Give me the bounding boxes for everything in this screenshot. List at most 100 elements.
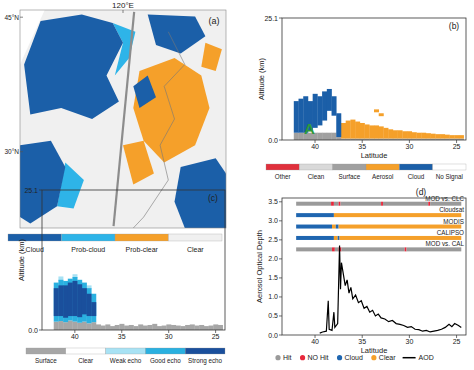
x-tick-label: 25 — [212, 333, 220, 340]
feature-cell — [322, 133, 327, 140]
y-tick — [279, 258, 282, 259]
x-tick-label: 35 — [118, 333, 126, 340]
feature-cell — [379, 113, 384, 116]
x-tick-label: 120°E — [112, 1, 134, 10]
feature-cell — [327, 89, 332, 111]
flag-segment — [335, 247, 339, 251]
flag-label: Cloudsat — [439, 206, 464, 213]
panel-label: (d) — [416, 187, 427, 197]
feature-cell — [346, 121, 351, 139]
frame — [282, 18, 466, 140]
feature-cell — [213, 324, 218, 330]
cloud-area — [20, 141, 65, 224]
feature-cell — [435, 134, 440, 138]
legend-marker — [275, 355, 280, 360]
feature-cell — [407, 131, 412, 138]
feature-cell — [402, 131, 407, 138]
y-tick-label: 2.0 — [268, 255, 278, 262]
legend-swatch — [106, 348, 146, 354]
x-tick-label: 30 — [165, 333, 173, 340]
flag-segment — [334, 202, 339, 206]
feature-cell — [360, 123, 365, 139]
x-tick — [123, 10, 124, 13]
flag-segment — [334, 236, 338, 240]
feature-cell — [355, 122, 360, 139]
flag-segment — [336, 225, 339, 229]
legend-label: Surface — [338, 173, 360, 180]
y-tick-label: 25.1 — [24, 187, 38, 194]
feature-cell — [129, 325, 134, 330]
legend-swatch — [266, 164, 299, 170]
feature-cell — [374, 125, 379, 138]
feature-cell — [87, 288, 92, 323]
feature-cell — [110, 326, 115, 330]
flag-segment — [296, 202, 331, 206]
y-tick-label: 0.0 — [268, 137, 278, 144]
flag-segment — [407, 247, 462, 251]
y-tick — [279, 201, 282, 202]
legend-swatch — [333, 164, 366, 170]
feature-cell — [54, 288, 59, 316]
flag-segment — [338, 236, 340, 240]
y-tick-label: 3.5 — [268, 198, 278, 205]
feature-cell — [82, 322, 87, 330]
legend-swatch — [366, 164, 399, 170]
feature-cell — [91, 294, 96, 322]
feature-cell — [454, 135, 459, 138]
legend-swatch — [115, 234, 169, 241]
feature-cell — [138, 324, 143, 330]
flag-segment — [381, 202, 383, 206]
feature-cell — [365, 124, 370, 138]
flag-label: CALIPSO — [437, 229, 464, 236]
feature-cell — [421, 133, 426, 139]
feature-cell — [124, 326, 129, 330]
flag-segment — [332, 247, 335, 251]
x-tick-label: 30 — [405, 338, 413, 345]
feature-cell — [294, 133, 299, 140]
flag-segment — [405, 247, 407, 251]
feature-cell — [374, 109, 379, 112]
feature-cell — [218, 325, 223, 330]
y-tick — [279, 140, 282, 141]
feature-cell — [341, 123, 346, 139]
feature-cell — [383, 128, 388, 139]
annotation: A — [304, 120, 315, 137]
feature-cell — [393, 130, 398, 138]
legend-label: Weak echo — [110, 357, 142, 364]
flag-segment — [339, 225, 462, 229]
y-tick-label: 1.0 — [268, 293, 278, 300]
feature-cell — [195, 326, 200, 330]
feature-cell — [185, 325, 190, 330]
legend-label: Aerosol — [372, 173, 393, 180]
feature-cell — [143, 326, 148, 330]
feature-cell — [68, 283, 73, 316]
y-tick-label: 0.0 — [268, 332, 278, 339]
flag-segment — [296, 213, 334, 217]
prob-clear-area — [123, 141, 154, 185]
legend-label: Cloud — [408, 173, 425, 180]
feature-cell — [54, 322, 59, 330]
legend-swatch — [66, 348, 106, 354]
legend-swatch — [145, 348, 185, 354]
feature-cell — [190, 324, 195, 330]
feature-cell — [332, 133, 337, 140]
flag-segment — [383, 202, 428, 206]
feature-cell — [180, 326, 185, 330]
x-axis-label: Latitude — [361, 151, 388, 160]
feature-cell — [58, 285, 63, 316]
legend-label: Cloud — [345, 354, 363, 361]
flag-segment — [296, 225, 332, 229]
feature-cell — [58, 321, 63, 330]
cloud-area — [24, 14, 123, 119]
swath — [20, 10, 226, 228]
feature-cell — [73, 322, 78, 330]
feature-cell — [379, 126, 384, 138]
y-tick — [20, 151, 23, 152]
x-tick-label: 35 — [358, 338, 366, 345]
feature-cell — [416, 133, 421, 139]
plot-area — [20, 10, 226, 228]
flag-segment — [296, 247, 332, 251]
aod-line — [320, 246, 462, 334]
feature-cell — [105, 324, 110, 330]
x-tick-label: 40 — [311, 143, 319, 150]
